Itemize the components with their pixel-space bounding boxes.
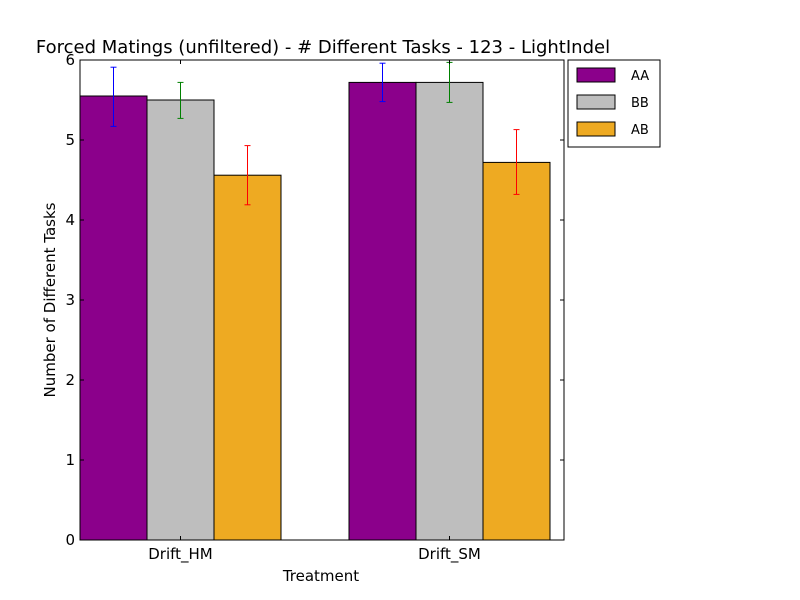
y-tick-label: 3 xyxy=(65,291,75,309)
bars-layer xyxy=(79,81,551,541)
legend-swatch-ab xyxy=(576,121,616,137)
y-tick-label: 6 xyxy=(65,51,75,69)
bar-bb-drift_hm xyxy=(146,99,215,541)
legend-label-ab: AB xyxy=(631,123,649,138)
error-bar-bb-drift_hm xyxy=(177,81,184,119)
legend-label-bb: BB xyxy=(631,96,649,111)
y-tick-label: 2 xyxy=(65,371,75,389)
axes-layer: 0 1 2 3 4 5 6 Drift_HM Drift_SM xyxy=(65,51,565,564)
error-bar-aa-drift_hm xyxy=(110,66,117,127)
legend-swatch-aa xyxy=(576,67,616,83)
legend-label-aa: AA xyxy=(631,69,649,84)
y-tick-label: 1 xyxy=(65,451,75,469)
y-axis-title: Number of Different Tasks xyxy=(41,202,59,397)
bar-ab-drift_hm xyxy=(213,174,282,541)
error-bar-ab-drift_sm xyxy=(513,129,520,195)
bar-ab-drift_sm xyxy=(482,161,551,541)
chart-title: Forced Matings (unfiltered) - # Differen… xyxy=(36,37,610,58)
bar-bb-drift_sm xyxy=(415,81,484,541)
bar-aa-drift_hm xyxy=(79,95,148,541)
legend-swatch-bb xyxy=(576,94,616,110)
legend: AA BB AB xyxy=(567,59,661,148)
bar-aa-drift_sm xyxy=(348,81,417,541)
x-tick-label-drift_hm: Drift_HM xyxy=(148,545,213,564)
y-tick-label: 4 xyxy=(65,211,75,229)
y-tick-label: 5 xyxy=(65,131,75,149)
error-bar-ab-drift_hm xyxy=(244,145,251,206)
error-bar-aa-drift_sm xyxy=(379,62,386,103)
x-tick-label-drift_sm: Drift_SM xyxy=(418,545,481,564)
y-tick-label: 0 xyxy=(65,531,75,549)
x-axis-title: Treatment xyxy=(282,567,359,585)
